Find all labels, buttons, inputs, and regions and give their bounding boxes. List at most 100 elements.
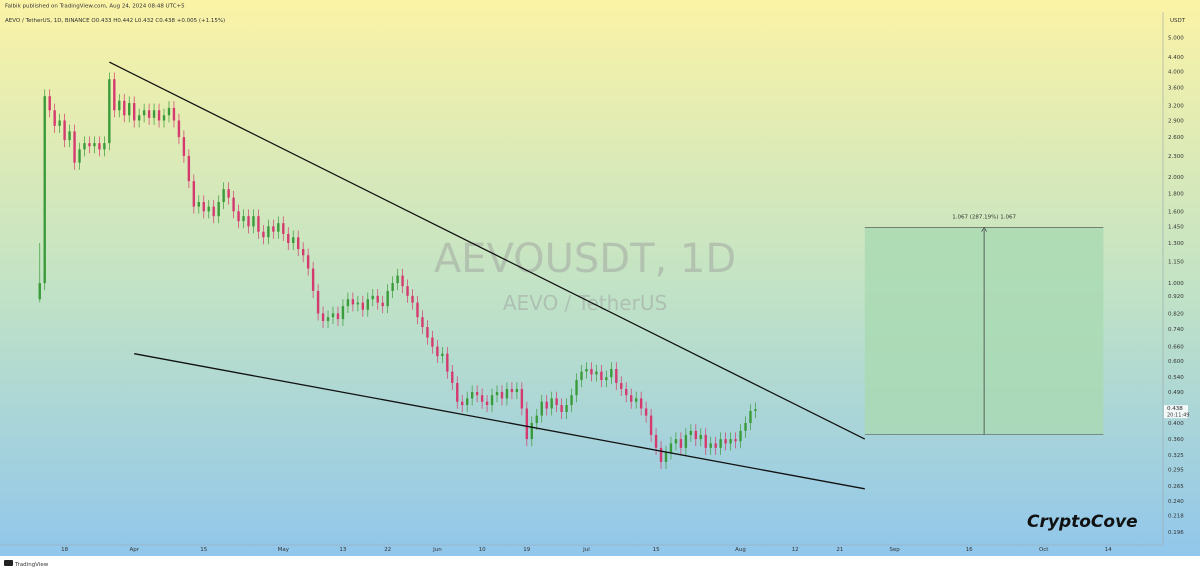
candle-body — [600, 371, 603, 381]
candle-body — [451, 371, 454, 383]
candle-body — [456, 382, 459, 402]
candle — [480, 388, 484, 409]
candle-body — [113, 79, 116, 111]
candle-body — [237, 211, 240, 222]
candle — [306, 248, 310, 276]
candle — [217, 195, 220, 224]
last-price-value: 0.438 — [1167, 406, 1183, 412]
candle-body — [257, 216, 260, 232]
candle — [93, 136, 96, 154]
candle-body — [545, 401, 548, 409]
time-tick-label: May — [278, 547, 290, 553]
trend-layer — [109, 61, 866, 490]
candle — [585, 362, 588, 379]
candle — [461, 394, 464, 413]
candle-body — [659, 447, 663, 462]
price-tick-label: 3.600 — [1168, 86, 1184, 92]
candle — [257, 209, 260, 239]
candle — [490, 388, 494, 413]
candle — [43, 89, 46, 291]
candle — [272, 219, 275, 239]
published-text: Falbik published on TradingView.com, Aug… — [5, 4, 185, 10]
candle-body — [441, 353, 444, 357]
candle — [669, 436, 673, 460]
candle — [361, 295, 365, 317]
candle-body — [714, 443, 717, 448]
time-tick-label: 12 — [792, 547, 799, 553]
candle — [446, 346, 449, 379]
candle — [475, 385, 479, 403]
candle-body — [361, 302, 365, 310]
candle-body — [53, 110, 56, 126]
candle-body — [132, 103, 136, 121]
candle — [128, 96, 131, 123]
candle-body — [724, 439, 727, 444]
candle — [227, 182, 230, 205]
candle-body — [694, 430, 698, 440]
price-tick-label: 0.360 — [1168, 437, 1184, 443]
candle-body — [530, 423, 533, 440]
time-tick-label: Apr — [129, 547, 139, 553]
candle-body — [137, 115, 141, 121]
support-trendline[interactable] — [134, 353, 865, 490]
candle-body — [247, 216, 250, 227]
time-tick-label: 16 — [966, 547, 973, 553]
candle-body — [172, 107, 176, 121]
candle-body — [227, 189, 230, 198]
candle-body — [560, 405, 563, 412]
candle — [570, 388, 573, 413]
resistance-trendline[interactable] — [109, 61, 866, 440]
candle — [142, 103, 146, 123]
candle — [610, 362, 613, 385]
candle — [470, 385, 474, 406]
candle-body — [744, 423, 747, 431]
candle — [167, 101, 171, 123]
candle — [108, 72, 111, 151]
candle — [525, 401, 529, 447]
candle-body — [123, 100, 126, 116]
candle — [704, 428, 707, 455]
candle-body — [475, 392, 479, 396]
candle — [639, 391, 643, 416]
candle — [694, 424, 698, 447]
candle-body — [331, 313, 335, 318]
candle-body — [63, 120, 66, 141]
candle-body — [341, 306, 345, 320]
candle-body — [734, 439, 737, 442]
price-tick-label: 0.920 — [1168, 294, 1184, 300]
price-tick-label: 0.740 — [1168, 327, 1184, 333]
price-tick-label: 0.400 — [1168, 421, 1184, 427]
tradingview-logo[interactable]: TradingView — [4, 560, 49, 568]
candle-body — [88, 143, 91, 147]
candle-body — [43, 96, 46, 284]
candle-body — [306, 255, 310, 269]
candle — [277, 216, 280, 239]
candle — [595, 364, 598, 382]
price-tick-label: 1.450 — [1168, 224, 1184, 230]
candle — [172, 101, 176, 128]
candle-body — [167, 107, 171, 116]
candle-body — [630, 395, 633, 402]
candle-body — [490, 395, 494, 406]
candle-body — [565, 405, 568, 412]
time-tick-label: 19 — [523, 547, 530, 553]
candle — [212, 199, 215, 224]
candle-body — [177, 120, 181, 138]
candle-body — [446, 353, 449, 372]
candle-body — [162, 115, 166, 121]
candle — [649, 408, 653, 442]
last-price-countdown: 20:11:49 — [1167, 413, 1189, 419]
price-axis[interactable]: 5.000 4.400 4.000 3.600 3.200 2.900 2.600 2.300… — [1164, 35, 1189, 536]
candle — [441, 346, 444, 364]
candle — [78, 142, 81, 170]
candle-body — [326, 317, 330, 322]
candle-body — [739, 430, 742, 442]
time-axis[interactable]: 18 Apr 15 May 13 22 Jun 10 19 Jul 15 Aug 12 21 Sep 16 Oc… — [61, 547, 1112, 553]
candle — [401, 268, 404, 294]
price-tick-label: 3.200 — [1168, 103, 1184, 109]
candle-body — [152, 110, 156, 118]
candle — [406, 279, 409, 303]
candle-body — [381, 302, 384, 307]
candle — [500, 385, 504, 406]
candle-body — [83, 143, 86, 150]
